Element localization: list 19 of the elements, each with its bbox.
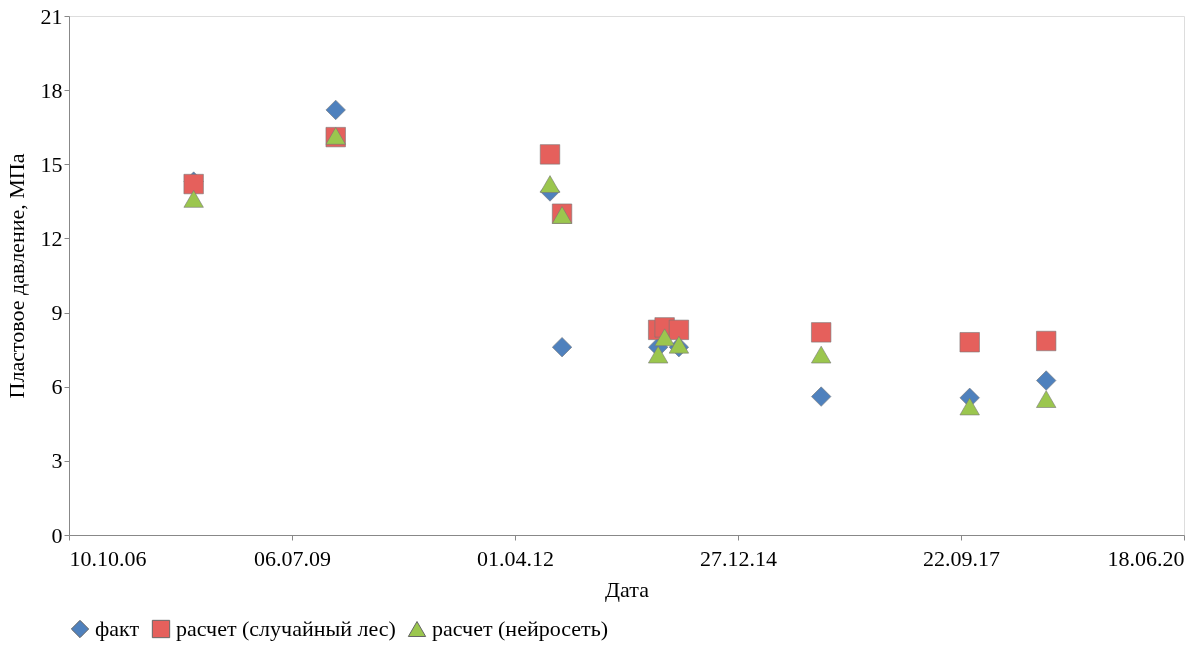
legend-label: факт — [95, 616, 140, 641]
legend-label: расчет (случайный лес) — [176, 616, 396, 641]
y-tick-label: 9 — [51, 300, 63, 326]
legend-label: расчет (нейросеть) — [432, 616, 608, 641]
x-tick-label: 01.04.12 — [477, 545, 554, 571]
x-tick-label: 10.10.06 — [69, 545, 147, 571]
x-axis-title: Дата — [605, 576, 650, 602]
y-tick-label: 3 — [51, 448, 63, 474]
y-tick-label: 6 — [51, 374, 63, 400]
x-tick-label: 06.07.09 — [254, 545, 331, 571]
y-tick-label: 12 — [40, 225, 63, 251]
y-tick-label: 21 — [40, 3, 63, 29]
y-tick-label: 15 — [40, 151, 63, 177]
x-tick-label: 27.12.14 — [700, 545, 777, 571]
y-tick-label: 0 — [51, 522, 63, 548]
x-tick-label: 22.09.17 — [923, 545, 1000, 571]
x-tick-label: 18.06.20 — [1107, 545, 1185, 571]
y-tick-label: 18 — [40, 77, 63, 103]
y-axis-title: Пластовое давление, МПа — [3, 153, 29, 399]
